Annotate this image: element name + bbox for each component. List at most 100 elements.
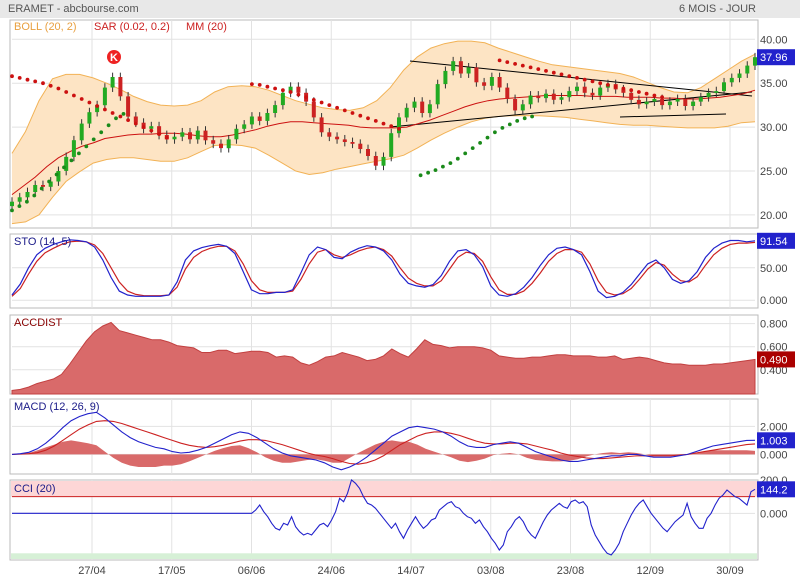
sar-dot	[397, 126, 401, 131]
candle-body	[536, 95, 541, 99]
price-y-tick: 40.00	[760, 34, 788, 46]
candle-body	[17, 197, 22, 202]
sar-dot	[613, 84, 618, 89]
macd-last-value-badge	[757, 432, 795, 449]
sar-dot	[497, 58, 502, 63]
price-legend-2: MM (20)	[186, 21, 227, 33]
candle-body	[157, 126, 162, 135]
sar-dot	[69, 158, 74, 163]
candle-body	[257, 116, 262, 121]
candle-body	[350, 142, 355, 144]
candle-body	[427, 104, 432, 114]
candle-body	[598, 87, 603, 96]
macd-line	[11, 411, 756, 471]
sar-dot	[17, 204, 22, 209]
period-label: 6 MOIS - JOUR	[678, 3, 756, 15]
candle-body	[729, 77, 734, 83]
candle-body	[10, 201, 14, 207]
candle-body	[381, 156, 386, 166]
candle-body	[451, 61, 456, 71]
sar-dot	[103, 107, 107, 112]
candle-body	[753, 57, 757, 66]
candle-body	[559, 97, 564, 100]
candle-body	[280, 92, 285, 106]
sar-dot	[157, 132, 162, 137]
sar-dot	[478, 141, 482, 145]
cci-last-value: 144.2	[760, 484, 788, 496]
sar-dot	[121, 112, 126, 116]
sar-dot	[598, 81, 603, 86]
sar-dot	[25, 77, 30, 82]
candle-body	[64, 156, 69, 171]
candle-body	[335, 136, 340, 140]
sto-last-value: 91.54	[760, 236, 788, 248]
sar-dot	[358, 113, 363, 118]
sar-dot	[56, 86, 61, 91]
x-tick-label: 03/08	[477, 565, 505, 577]
price-y-tick: 35.00	[760, 78, 788, 90]
candle-body	[714, 91, 719, 93]
sar-dot	[110, 111, 115, 115]
candle-body	[126, 96, 131, 117]
candle-body	[404, 107, 409, 118]
sar-dot	[41, 81, 45, 86]
sar-dot	[485, 135, 490, 140]
candle-body	[226, 139, 231, 149]
sar-dot	[10, 74, 14, 79]
chart-header: ERAMET - abcbourse.com 6 MOIS - JOUR	[0, 0, 800, 18]
bollinger-upper-line	[11, 40, 756, 154]
candle-body	[551, 93, 556, 100]
x-tick-label: 23/08	[557, 565, 585, 577]
sar-dot	[551, 70, 556, 75]
x-tick-label: 27/04	[78, 565, 106, 577]
sar-dot	[342, 108, 347, 113]
sar-dot	[99, 130, 104, 135]
candle-body	[644, 101, 649, 105]
candle-body	[420, 101, 425, 113]
sar-dot	[126, 118, 130, 122]
candle-body	[358, 143, 363, 149]
sar-dot	[418, 173, 423, 178]
candle-body	[195, 130, 200, 140]
candle-body	[265, 113, 270, 121]
candle-body	[118, 77, 123, 97]
candle-body	[567, 91, 572, 98]
sar-dot	[350, 111, 355, 115]
candle-body	[79, 123, 84, 141]
accdist-y-tick: 0.600	[760, 342, 788, 354]
candle-body	[745, 65, 750, 74]
candle-body	[311, 101, 316, 118]
candle-body	[242, 124, 247, 129]
accdist-y-tick: 0.800	[760, 319, 788, 331]
sto-y-tick: 50.00	[760, 263, 788, 275]
candle-body	[575, 86, 579, 92]
candle-body	[582, 86, 587, 93]
candle-body	[443, 70, 448, 85]
sar-dot	[505, 60, 510, 64]
candle-body	[675, 99, 680, 102]
candle-body	[497, 77, 502, 88]
candle-body	[652, 99, 657, 102]
sar-dot	[250, 82, 254, 86]
candle-body	[234, 128, 239, 140]
candle-body	[41, 185, 45, 187]
sar-dot	[327, 103, 332, 107]
price-last-value-badge	[757, 49, 795, 66]
accdist-last-value-badge	[757, 351, 795, 368]
sar-dot	[567, 74, 572, 79]
sar-dot	[33, 79, 38, 84]
price-y-tick: 30.00	[760, 122, 788, 134]
sar-dot	[32, 193, 37, 198]
candle-body	[188, 132, 192, 140]
candle-body	[482, 82, 487, 86]
sto-d-line	[11, 240, 756, 297]
support-trendline	[389, 91, 753, 128]
sar-dot	[389, 124, 394, 129]
sar-dot	[106, 123, 111, 128]
sar-dot	[48, 83, 53, 88]
candle-body	[319, 117, 324, 133]
candle-body	[691, 101, 696, 106]
candle-body	[342, 139, 347, 142]
candle-body	[397, 117, 401, 134]
